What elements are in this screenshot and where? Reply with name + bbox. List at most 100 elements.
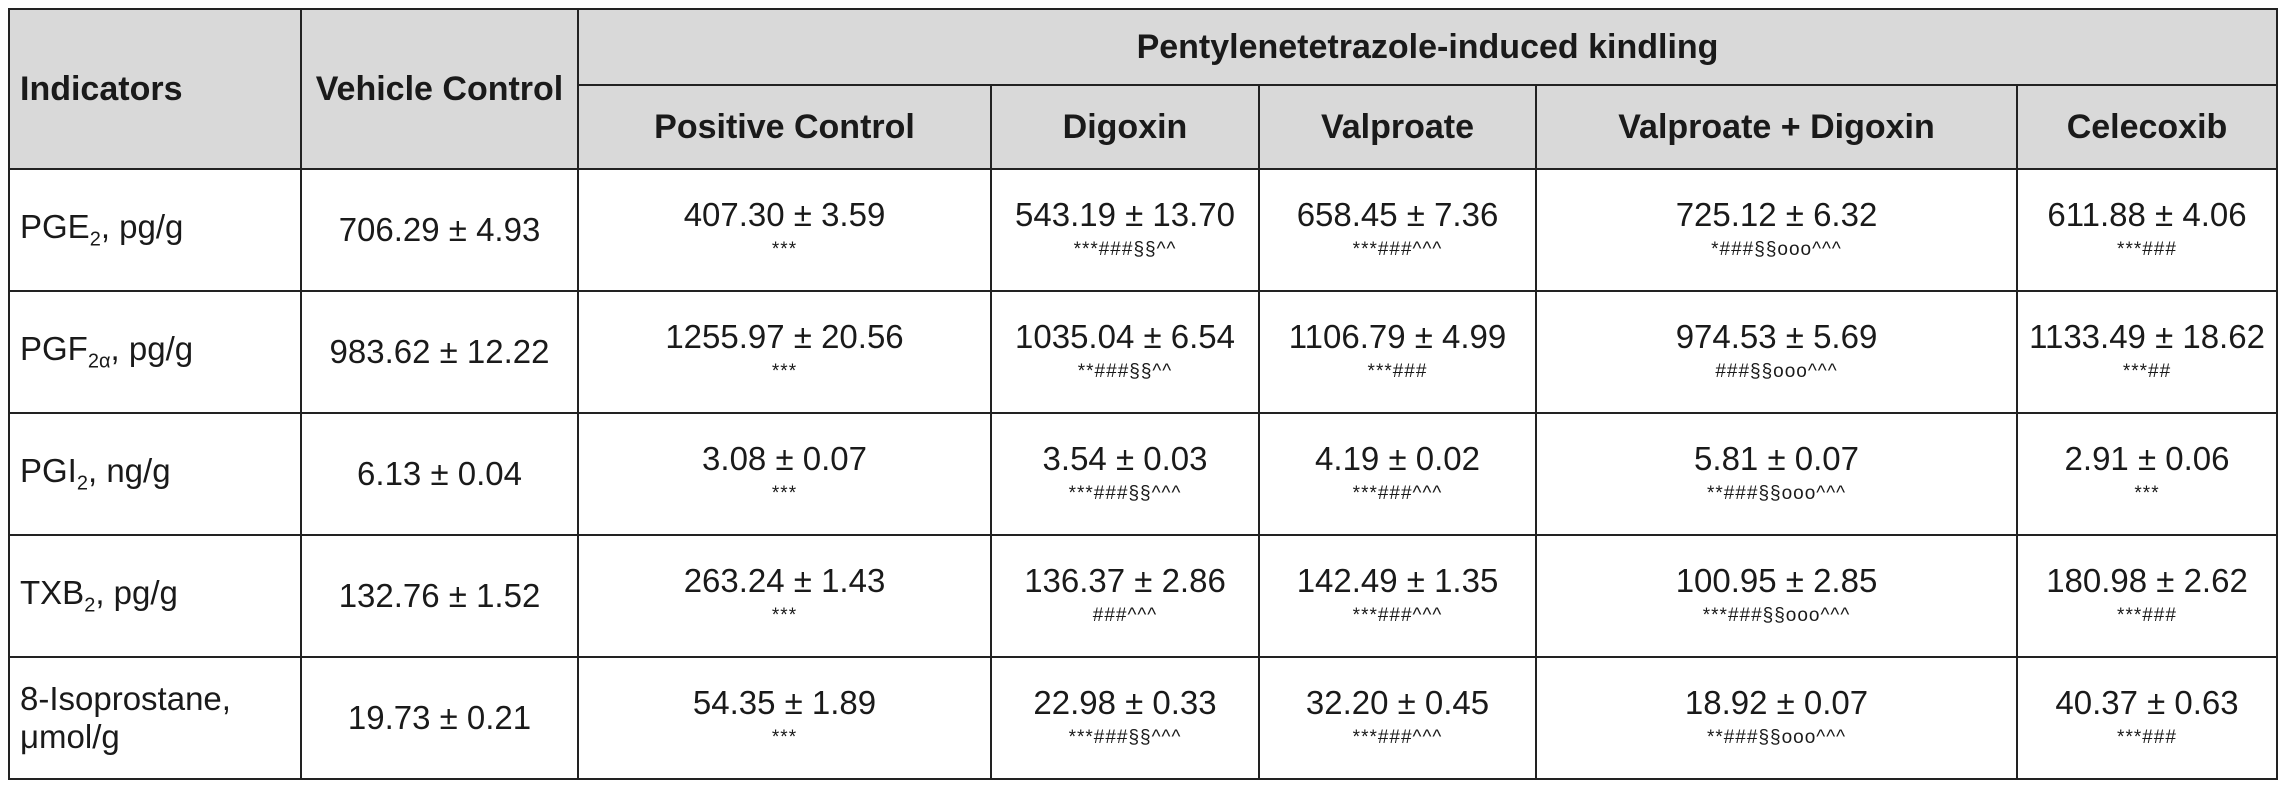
cell-value: 3.54 ± 0.03 bbox=[1042, 440, 1208, 477]
header-cell: Digoxin bbox=[990, 84, 1260, 170]
cell-value: 974.53 ± 5.69 bbox=[1675, 318, 1878, 355]
data-table: Indicators Vehicle Control Pentylenetetr… bbox=[8, 8, 2278, 780]
value-cell: 100.95 ± 2.85 ***###§§ooo^^^ bbox=[1535, 534, 2018, 658]
cell-value: 1106.79 ± 4.99 bbox=[1288, 318, 1507, 355]
indicator-subscript: 2 bbox=[76, 472, 88, 495]
vehicle-cell: 132.76 ± 1.52 bbox=[300, 534, 579, 658]
cell-significance: ***###§§^^^ bbox=[1068, 483, 1182, 504]
cell-significance: ***### bbox=[2117, 239, 2177, 260]
cell-value: 3.08 ± 0.07 bbox=[702, 440, 867, 477]
cell-significance: ***###^^^ bbox=[1352, 239, 1443, 260]
value-cell: 1133.49 ± 18.62 ***## bbox=[2016, 290, 2278, 414]
cell-value: 611.88 ± 4.06 bbox=[2047, 196, 2247, 233]
cell-value: 263.24 ± 1.43 bbox=[683, 562, 886, 599]
value-cell: 136.37 ± 2.86 ###^^^ bbox=[990, 534, 1260, 658]
value-cell: 32.20 ± 0.45 ***###^^^ bbox=[1258, 656, 1537, 780]
value-cell: 180.98 ± 2.62 ***### bbox=[2016, 534, 2278, 658]
indicator-subscript: 2α bbox=[87, 350, 111, 373]
cell-significance: **###§§ooo^^^ bbox=[1706, 727, 1847, 748]
cell-significance: **###§§^^ bbox=[1077, 361, 1173, 382]
cell-significance: *###§§ooo^^^ bbox=[1711, 239, 1842, 260]
cell-significance: ###^^^ bbox=[1092, 605, 1158, 626]
table-row: TXB2, pg/g 132.76 ± 1.52 263.24 ± 1.43 *** 1… bbox=[8, 534, 2278, 658]
value-cell: 263.24 ± 1.43 *** bbox=[577, 534, 992, 658]
value-cell: 543.19 ± 13.70 ***###§§^^ bbox=[990, 168, 1260, 292]
indicator-unit: , pg/g bbox=[95, 574, 178, 612]
vehicle-cell: 19.73 ± 0.21 bbox=[300, 656, 579, 780]
cell-significance: *** bbox=[771, 239, 798, 260]
indicator-cell: PGE2, pg/g bbox=[8, 168, 302, 292]
cell-significance: ***###^^^ bbox=[1352, 605, 1443, 626]
cell-value: 18.92 ± 0.07 bbox=[1684, 684, 1869, 721]
cell-value: 543.19 ± 13.70 bbox=[1015, 196, 1235, 233]
value-cell: 3.54 ± 0.03 ***###§§^^^ bbox=[990, 412, 1260, 536]
indicator-subscript: 2 bbox=[89, 228, 101, 251]
cell-value: 142.49 ± 1.35 bbox=[1296, 562, 1499, 599]
cell-significance: *** bbox=[771, 483, 798, 504]
cell-value: 100.95 ± 2.85 bbox=[1675, 562, 1878, 599]
table-body: PGE2, pg/g 706.29 ± 4.93 407.30 ± 3.59 *** 5… bbox=[8, 168, 2278, 780]
cell-significance: ***### bbox=[1367, 361, 1428, 382]
indicator-name: TXB bbox=[20, 574, 85, 612]
cell-value: 1255.97 ± 20.56 bbox=[665, 318, 904, 355]
cell-significance: *** bbox=[771, 605, 798, 626]
indicator-name: PGI bbox=[20, 452, 77, 490]
cell-significance: *** bbox=[771, 727, 798, 748]
indicator-unit: , pg/g bbox=[110, 330, 194, 368]
header-cell: Positive Control bbox=[577, 84, 992, 170]
indicator-unit: , pg/g bbox=[100, 208, 184, 246]
value-cell: 22.98 ± 0.33 ***###§§^^^ bbox=[990, 656, 1260, 780]
table-head: Indicators Vehicle Control Pentylenetetr… bbox=[8, 8, 2278, 170]
cell-value: 32.20 ± 0.45 bbox=[1305, 684, 1490, 721]
cell-significance: ***### bbox=[2117, 605, 2177, 626]
cell-value: 1133.49 ± 18.62 bbox=[2029, 318, 2265, 355]
cell-value: 1035.04 ± 6.54 bbox=[1015, 318, 1235, 355]
indicator-subscript: 2 bbox=[84, 594, 96, 617]
value-cell: 40.37 ± 0.63 ***### bbox=[2016, 656, 2278, 780]
value-cell: 142.49 ± 1.35 ***###^^^ bbox=[1258, 534, 1537, 658]
header-cell: Pentylenetetrazole-induced kindling bbox=[577, 8, 2278, 86]
value-cell: 54.35 ± 1.89 *** bbox=[577, 656, 992, 780]
header-cell: Valproate + Digoxin bbox=[1535, 84, 2018, 170]
cell-significance: *** bbox=[771, 361, 798, 382]
indicator-cell: PGI2, ng/g bbox=[8, 412, 302, 536]
cell-significance: ***## bbox=[2122, 361, 2172, 382]
cell-significance: *** bbox=[2134, 483, 2160, 504]
indicator-name: PGF bbox=[20, 330, 88, 368]
value-cell: 2.91 ± 0.06 *** bbox=[2016, 412, 2278, 536]
cell-significance: ***###§§^^^ bbox=[1068, 727, 1182, 748]
cell-significance: **###§§ooo^^^ bbox=[1706, 483, 1847, 504]
vehicle-cell: 706.29 ± 4.93 bbox=[300, 168, 579, 292]
cell-value: 2.91 ± 0.06 bbox=[2064, 440, 2230, 477]
value-cell: 725.12 ± 6.32 *###§§ooo^^^ bbox=[1535, 168, 2018, 292]
value-cell: 18.92 ± 0.07 **###§§ooo^^^ bbox=[1535, 656, 2018, 780]
header-cell: Vehicle Control bbox=[300, 8, 579, 170]
header-cell: Valproate bbox=[1258, 84, 1537, 170]
cell-value: 725.12 ± 6.32 bbox=[1675, 196, 1878, 233]
value-cell: 611.88 ± 4.06 ***### bbox=[2016, 168, 2278, 292]
value-cell: 4.19 ± 0.02 ***###^^^ bbox=[1258, 412, 1537, 536]
cell-value: 22.98 ± 0.33 bbox=[1033, 684, 1217, 721]
header-cell: Indicators bbox=[8, 8, 302, 170]
value-cell: 1106.79 ± 4.99 ***### bbox=[1258, 290, 1537, 414]
indicator-unit: , ng/g bbox=[87, 452, 171, 490]
cell-value: 54.35 ± 1.89 bbox=[692, 684, 877, 721]
indicator-name: 8-Isoprostane, bbox=[20, 680, 231, 717]
value-cell: 974.53 ± 5.69 ###§§ooo^^^ bbox=[1535, 290, 2018, 414]
value-cell: 407.30 ± 3.59 *** bbox=[577, 168, 992, 292]
indicator-cell: 8-Isoprostane, μmol/g bbox=[8, 656, 302, 780]
table-container: Indicators Vehicle Control Pentylenetetr… bbox=[8, 8, 2278, 780]
table-row: PGF2α, pg/g 983.62 ± 12.22 1255.97 ± 20.56… bbox=[8, 290, 2278, 414]
cell-value: 40.37 ± 0.63 bbox=[2055, 684, 2239, 721]
value-cell: 1255.97 ± 20.56 *** bbox=[577, 290, 992, 414]
table-row: 8-Isoprostane, μmol/g 19.73 ± 0.21 54.35 ± … bbox=[8, 656, 2278, 780]
cell-value: 5.81 ± 0.07 bbox=[1694, 440, 1859, 477]
cell-value: 407.30 ± 3.59 bbox=[683, 196, 886, 233]
cell-significance: ***### bbox=[2117, 727, 2177, 748]
value-cell: 3.08 ± 0.07 *** bbox=[577, 412, 992, 536]
cell-value: 180.98 ± 2.62 bbox=[2046, 562, 2248, 599]
cell-significance: ###§§ooo^^^ bbox=[1715, 361, 1838, 382]
table-row: PGI2, ng/g 6.13 ± 0.04 3.08 ± 0.07 *** 3.54 … bbox=[8, 412, 2278, 536]
cell-value: 4.19 ± 0.02 bbox=[1315, 440, 1480, 477]
cell-significance: ***###^^^ bbox=[1352, 483, 1443, 504]
